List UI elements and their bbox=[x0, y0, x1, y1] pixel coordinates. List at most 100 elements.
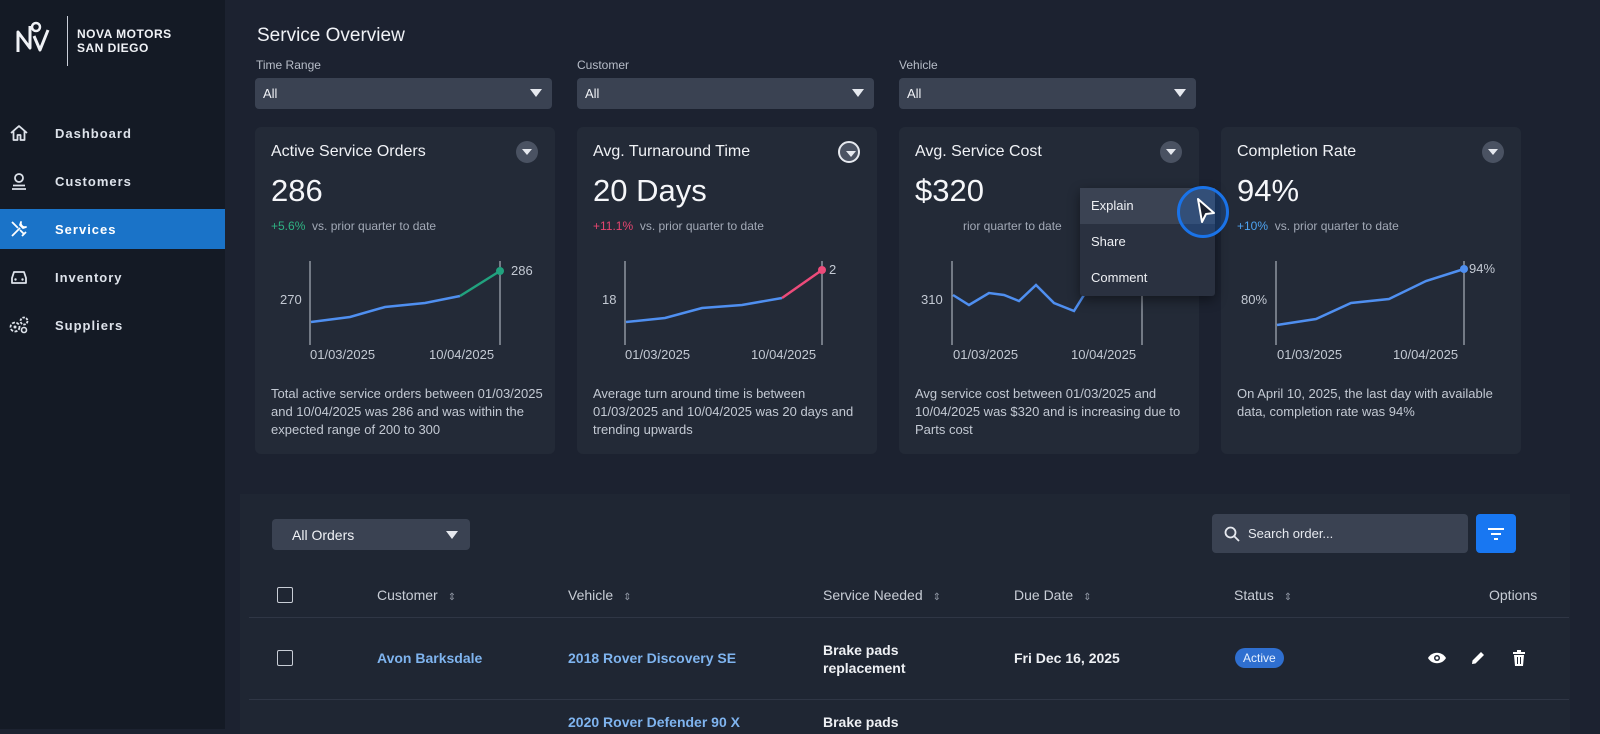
sparkline-end-point bbox=[1460, 265, 1468, 273]
search-icon bbox=[1224, 526, 1240, 542]
sort-icon: ⇕ bbox=[623, 592, 632, 603]
sidebar-item-services[interactable]: Services bbox=[0, 209, 225, 249]
sparkline-chart: 18 2 01/03/2025 10/04/2025 bbox=[602, 261, 836, 362]
filter-button[interactable] bbox=[1476, 514, 1516, 553]
chevron-down-icon bbox=[530, 89, 542, 97]
chart-x-end: 10/04/2025 bbox=[751, 347, 816, 362]
sort-icon: ⇕ bbox=[447, 592, 457, 603]
car-icon bbox=[7, 265, 31, 289]
service-needed: Brake pads replacement bbox=[823, 641, 905, 677]
sparkline-pink bbox=[781, 268, 823, 300]
time-range-select[interactable]: All bbox=[255, 78, 552, 109]
vehicle-link[interactable]: 2020 Rover Defender 90 X bbox=[568, 714, 740, 730]
sparkline-green bbox=[459, 269, 501, 298]
sparkline-end-point bbox=[496, 267, 504, 275]
card-description: Total active service orders between 01/0… bbox=[271, 386, 543, 437]
kpi-card-completion-rate: Completion Rate 94% +10% vs. prior quart… bbox=[1221, 127, 1521, 454]
column-label: Customer bbox=[377, 587, 438, 603]
row-divider bbox=[249, 617, 1569, 618]
card-menu-button[interactable] bbox=[838, 141, 860, 163]
delta-text: vs. prior quarter to date bbox=[639, 219, 764, 233]
column-header-customer[interactable]: Customer ⇕ bbox=[377, 587, 456, 603]
customer-icon bbox=[7, 169, 31, 193]
brand-line2: SAN DIEGO bbox=[77, 41, 149, 55]
card-menu-button[interactable] bbox=[516, 141, 538, 163]
sidebar-item-label: Customers bbox=[55, 173, 132, 189]
card-delta: +11.1% vs. prior quarter to date bbox=[593, 219, 764, 233]
sidebar-item-dashboard[interactable]: Dashboard bbox=[0, 113, 225, 153]
vehicle-filter-label: Vehicle bbox=[899, 58, 938, 72]
sidebar-item-customers[interactable]: Customers bbox=[0, 161, 225, 201]
sparkline-end-point bbox=[818, 266, 826, 274]
sidebar-item-label: Inventory bbox=[55, 269, 123, 285]
card-delta: +10% vs. prior quarter to date bbox=[1237, 219, 1399, 233]
sparkline-blue bbox=[310, 294, 461, 324]
vehicle-link[interactable]: 2018 Rover Discovery SE bbox=[568, 650, 737, 666]
card-delta: +5.6% vs. prior quarter to date bbox=[271, 219, 436, 233]
delete-icon[interactable] bbox=[1508, 647, 1530, 669]
brand-name: NOVA MOTORS SAN DIEGO bbox=[77, 27, 172, 55]
card-title: Completion Rate bbox=[1237, 143, 1357, 160]
row-divider bbox=[249, 699, 1569, 700]
select-all-checkbox[interactable] bbox=[277, 587, 293, 603]
chart-x-start: 01/03/2025 bbox=[1277, 347, 1342, 362]
service-needed: Brake pads bbox=[823, 714, 899, 730]
menu-item-comment[interactable]: Comment bbox=[1091, 270, 1148, 285]
card-menu-button[interactable] bbox=[1482, 141, 1504, 163]
orders-filter-select[interactable]: All Orders bbox=[272, 519, 470, 550]
column-header-options: Options bbox=[1489, 587, 1538, 603]
card-title: Avg. Turnaround Time bbox=[593, 143, 751, 160]
chevron-down-icon bbox=[1174, 89, 1186, 97]
delta-text: vs. prior quarter to date bbox=[1274, 219, 1399, 233]
card-delta: rior quarter to date bbox=[963, 219, 1062, 233]
chart-ref-label: 310 bbox=[921, 292, 943, 307]
card-value: $320 bbox=[915, 173, 984, 208]
page-title: Service Overview bbox=[257, 25, 405, 46]
chart-ref-label: 270 bbox=[280, 292, 302, 307]
column-header-vehicle[interactable]: Vehicle ⇕ bbox=[568, 587, 632, 603]
customer-filter-value: All bbox=[585, 86, 600, 101]
nova-logo-icon bbox=[16, 21, 50, 52]
card-value: 286 bbox=[271, 173, 323, 208]
card-menu-button[interactable] bbox=[1160, 141, 1182, 163]
customer-filter-label: Customer bbox=[577, 58, 630, 72]
vehicle-select[interactable]: All bbox=[899, 78, 1196, 109]
column-header-due-date[interactable]: Due Date ⇕ bbox=[1014, 587, 1092, 603]
chart-x-end: 10/04/2025 bbox=[1071, 347, 1136, 362]
sidebar-item-suppliers[interactable]: Suppliers bbox=[0, 305, 225, 345]
sidebar-item-label: Services bbox=[55, 221, 117, 237]
home-icon bbox=[7, 121, 31, 145]
time-range-label: Time Range bbox=[256, 58, 321, 72]
column-header-service[interactable]: Service Needed ⇕ bbox=[823, 587, 941, 603]
kpi-card-turnaround: Avg. Turnaround Time 20 Days +11.1% vs. … bbox=[577, 127, 877, 454]
sort-icon: ⇕ bbox=[1283, 592, 1293, 603]
customer-link[interactable]: Avon Barksdale bbox=[377, 650, 483, 666]
delta-text: rior quarter to date bbox=[963, 219, 1062, 233]
delta-percent: +10% bbox=[1237, 219, 1269, 233]
card-description: On April 10, 2025, the last day with ava… bbox=[1237, 386, 1493, 419]
orders-filter-value: All Orders bbox=[292, 526, 355, 543]
column-header-status[interactable]: Status ⇕ bbox=[1234, 587, 1292, 603]
due-date: Fri Dec 16, 2025 bbox=[1014, 650, 1120, 666]
card-description: Average turn around time is between 01/0… bbox=[593, 386, 854, 437]
kpi-card-active-orders: Active Service Orders 286 +5.6% vs. prio… bbox=[255, 127, 555, 454]
sparkline-chart: 270 286 01/03/2025 10/04/2025 bbox=[280, 261, 533, 362]
chart-end-label: 2 bbox=[829, 262, 836, 277]
column-label: Service Needed bbox=[823, 587, 923, 603]
pointer-cursor-icon bbox=[1197, 198, 1215, 223]
search-order-input[interactable]: Search order... bbox=[1212, 514, 1468, 553]
sort-icon: ⇕ bbox=[932, 592, 942, 603]
chart-x-start: 01/03/2025 bbox=[310, 347, 375, 362]
chart-end-label: 286 bbox=[511, 263, 533, 278]
search-placeholder: Search order... bbox=[1248, 526, 1334, 541]
customer-select[interactable]: All bbox=[577, 78, 874, 109]
menu-item-share[interactable]: Share bbox=[1091, 234, 1126, 249]
vehicle-filter-value: All bbox=[907, 86, 922, 101]
column-label: Vehicle bbox=[568, 587, 614, 603]
row-checkbox[interactable] bbox=[277, 650, 293, 666]
sidebar-item-inventory[interactable]: Inventory bbox=[0, 257, 225, 297]
chevron-down-icon bbox=[446, 531, 458, 539]
edit-icon[interactable] bbox=[1467, 647, 1489, 669]
view-icon[interactable] bbox=[1426, 647, 1448, 669]
cursor-highlight bbox=[1177, 186, 1229, 238]
